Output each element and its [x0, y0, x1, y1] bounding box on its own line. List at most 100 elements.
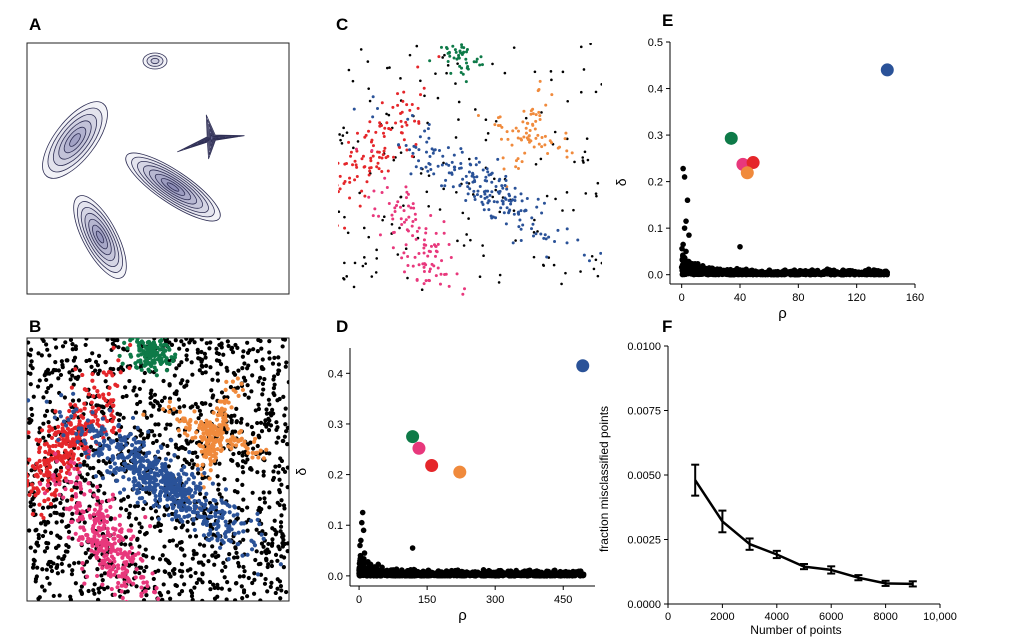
noise-point — [596, 274, 600, 278]
orange-cluster-point — [204, 424, 209, 429]
blue-cluster-point — [473, 197, 477, 201]
blue-cluster-point — [556, 228, 560, 232]
noise-point — [179, 562, 185, 567]
blue-cluster-point — [485, 167, 489, 171]
pink-cluster-point — [120, 555, 125, 560]
red-cluster-point — [358, 204, 362, 208]
noise-point — [375, 257, 379, 260]
red-cluster-point — [75, 467, 80, 472]
noise-point — [210, 553, 215, 558]
noise-point — [209, 388, 214, 393]
orange-cluster-point — [211, 410, 216, 415]
noise-point — [374, 271, 378, 274]
red-cluster-point — [27, 430, 31, 435]
noise-point — [281, 533, 286, 539]
red-cluster-point — [343, 226, 347, 230]
noise-point — [249, 424, 254, 430]
blue-cluster-point — [441, 154, 445, 158]
blue-cluster-point — [235, 512, 240, 517]
blue-cluster-point — [404, 143, 408, 147]
pink-cluster-point — [415, 229, 419, 233]
orange-cluster-point — [243, 444, 248, 449]
blue-cluster-point — [536, 197, 540, 201]
blue-cluster-point — [126, 477, 132, 482]
blue-cluster-point — [133, 440, 139, 445]
pink-cluster-point — [127, 550, 132, 555]
red-cluster-point — [39, 512, 44, 517]
orange-cluster-point — [498, 115, 502, 119]
red-cluster-point — [382, 135, 386, 139]
noise-point — [57, 593, 62, 598]
noise-point — [285, 549, 289, 554]
blue-cluster-point — [75, 439, 80, 444]
blue-cluster-point — [215, 531, 220, 536]
noise-point — [72, 561, 77, 566]
outlier-point — [357, 542, 363, 549]
blue-cluster-point — [476, 189, 480, 193]
noise-point — [210, 377, 215, 382]
noise-point — [142, 532, 148, 537]
orange-cluster-point — [186, 421, 191, 426]
noise-point — [43, 529, 48, 534]
x-tick-label: 0 — [356, 594, 362, 606]
noise-point — [55, 571, 61, 576]
pink-cluster-point — [417, 252, 421, 256]
noise-point — [514, 239, 517, 242]
noise-point — [245, 422, 250, 427]
blue-cluster-point — [180, 494, 185, 500]
noise-point — [54, 345, 59, 350]
blue-cluster-point — [174, 509, 179, 514]
orange-cluster-point — [514, 159, 518, 163]
orange-cluster-point — [221, 421, 226, 427]
noise-point — [274, 420, 279, 425]
noise-point — [45, 575, 50, 581]
blue-cluster-point — [520, 199, 524, 203]
blue-cluster-point — [188, 487, 194, 493]
noise-point — [161, 378, 166, 384]
noise-point — [48, 383, 54, 388]
noise-point — [454, 82, 457, 85]
pink-cluster-point — [124, 569, 130, 574]
pink-cluster-point — [73, 531, 78, 536]
noise-point — [260, 529, 265, 534]
red-cluster-point — [90, 371, 95, 377]
green-cluster-point — [454, 50, 458, 54]
blue-cluster-point — [192, 527, 197, 533]
noise-point — [492, 177, 496, 181]
orange-cluster-point — [212, 424, 217, 429]
red-cluster-point — [29, 489, 34, 494]
orange-cluster-point — [207, 476, 212, 481]
noise-point — [163, 557, 168, 562]
orange-cluster-point — [258, 448, 263, 453]
noise-point — [177, 405, 182, 410]
noise-point — [184, 357, 189, 362]
blue-cluster-point — [447, 171, 451, 175]
noise-point — [112, 338, 117, 343]
red-cluster-point — [422, 86, 426, 90]
red-cluster-point — [101, 392, 106, 397]
orange-cluster-point — [563, 137, 567, 141]
crescent-upper-contour — [63, 126, 87, 154]
noise-point — [192, 462, 197, 467]
noise-point — [166, 464, 171, 469]
red-cluster-point — [111, 415, 116, 420]
noise-point — [474, 108, 477, 111]
noise-point — [352, 146, 355, 150]
blue-cluster-point — [135, 425, 140, 430]
noise-point — [284, 589, 289, 595]
red-cluster-point — [96, 406, 101, 411]
blue-cluster-point — [201, 533, 207, 538]
noise-point — [180, 569, 185, 574]
noise-point — [234, 419, 239, 424]
blue-cluster-point — [501, 202, 505, 206]
orange-cluster-point — [223, 412, 228, 417]
pink-cluster-point — [76, 501, 81, 506]
blue-cluster-point — [157, 498, 163, 503]
red-cluster-point — [378, 121, 382, 125]
green-cluster-point — [150, 358, 155, 363]
noise-point — [47, 581, 52, 586]
red-cluster-point — [338, 187, 342, 191]
blue-cluster-point — [219, 538, 225, 543]
noise-point — [185, 528, 190, 533]
noise-point — [256, 338, 261, 343]
